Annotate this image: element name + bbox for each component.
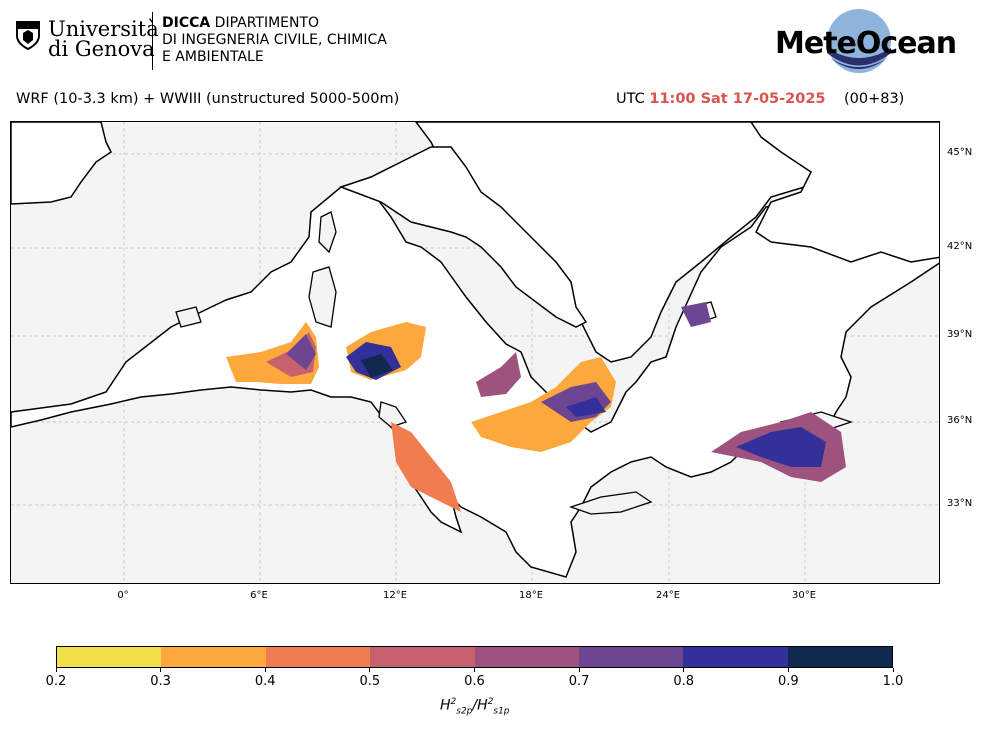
lon-label-6e: 6°E xyxy=(250,590,268,601)
atlantic-ocean xyxy=(11,122,112,205)
lat-label-39: 39°N xyxy=(947,329,973,340)
department-line1: DIPARTIMENTO xyxy=(214,15,320,31)
colorbar-tick-mark xyxy=(787,668,789,672)
colorbar-segment xyxy=(370,647,475,667)
colorbar-label: H2s2p/H2s1p xyxy=(440,697,510,717)
colorbar-tick-label: 0.4 xyxy=(254,674,276,689)
colorbar-segment xyxy=(683,647,788,667)
forecast-run: (00+83) xyxy=(843,91,905,107)
colorbar-tick-label: 0.6 xyxy=(464,674,485,689)
colorbar-tick-label: 0.2 xyxy=(45,674,67,689)
lon-label-18e: 18°E xyxy=(518,590,544,601)
map-canvas xyxy=(11,122,939,583)
colorbar-segment xyxy=(578,647,684,667)
department-line3: E AMBIENTALE xyxy=(162,49,264,65)
colorbar-tick-label: 0.7 xyxy=(568,674,590,689)
map-panel xyxy=(10,121,940,584)
meteocean-brand: MeteOcean xyxy=(775,26,957,61)
colorbar-tick-mark xyxy=(55,668,57,672)
lon-label-24e: 24°E xyxy=(655,590,681,601)
colorbar-segment xyxy=(265,647,371,667)
shield-icon xyxy=(16,21,40,50)
colorbar-segment xyxy=(161,647,266,667)
lon-label-0: 0° xyxy=(117,590,129,601)
university-logo: Università di Genova xyxy=(16,14,159,60)
colorbar-tick-mark xyxy=(683,668,685,672)
colorbar-segment xyxy=(57,647,162,667)
colorbar-tick-label: 0.8 xyxy=(673,674,695,689)
adriatic-sea xyxy=(338,146,588,328)
department-acronym: DICCA xyxy=(162,15,211,31)
forecast-time: UTC 11:00 Sat 17-05-2025 (00+83) xyxy=(616,91,904,107)
lat-label-42: 42°N xyxy=(947,241,973,252)
model-description: WRF (10-3.3 km) + WWIII (unstructured 50… xyxy=(16,91,400,107)
header-divider xyxy=(152,12,153,70)
black-sea xyxy=(750,122,939,263)
colorbar-segment xyxy=(787,647,892,667)
colorbar-tick-label: 1.0 xyxy=(882,674,904,689)
meteocean-globe-icon xyxy=(827,9,891,73)
colorbar-tick-mark xyxy=(474,668,475,672)
colorbar-tick-mark xyxy=(160,668,162,672)
lon-label-30e: 30°E xyxy=(791,590,817,601)
lon-label-12e: 12°E xyxy=(382,590,408,601)
lat-label-45: 45°N xyxy=(947,147,973,158)
colorbar-tick-mark xyxy=(264,668,266,672)
forecast-datetime: 11:00 Sat 17-05-2025 xyxy=(649,91,826,107)
wave-ratio-field xyxy=(226,302,846,512)
colorbar-tick-label: 0.9 xyxy=(778,674,799,689)
university-name-line2: di Genova xyxy=(48,37,155,61)
colorbar-tick-label: 0.3 xyxy=(150,674,171,689)
colorbar-tick-mark xyxy=(892,668,894,672)
lat-label-36: 36°N xyxy=(947,415,973,426)
colorbar-tick-mark xyxy=(369,668,371,672)
colorbar-segment xyxy=(474,647,579,667)
university-name-line1: Università xyxy=(48,17,159,41)
lat-label-33: 33°N xyxy=(947,498,973,509)
department-name: DICCA DIPARTIMENTO DI INGEGNERIA CIVILE,… xyxy=(162,15,387,66)
colorbar-tick-mark xyxy=(578,668,580,672)
department-line2: DI INGEGNERIA CIVILE, CHIMICA xyxy=(162,32,387,48)
colorbar xyxy=(56,646,893,668)
utc-prefix: UTC xyxy=(616,91,645,107)
colorbar-tick-label: 0.5 xyxy=(359,674,381,689)
